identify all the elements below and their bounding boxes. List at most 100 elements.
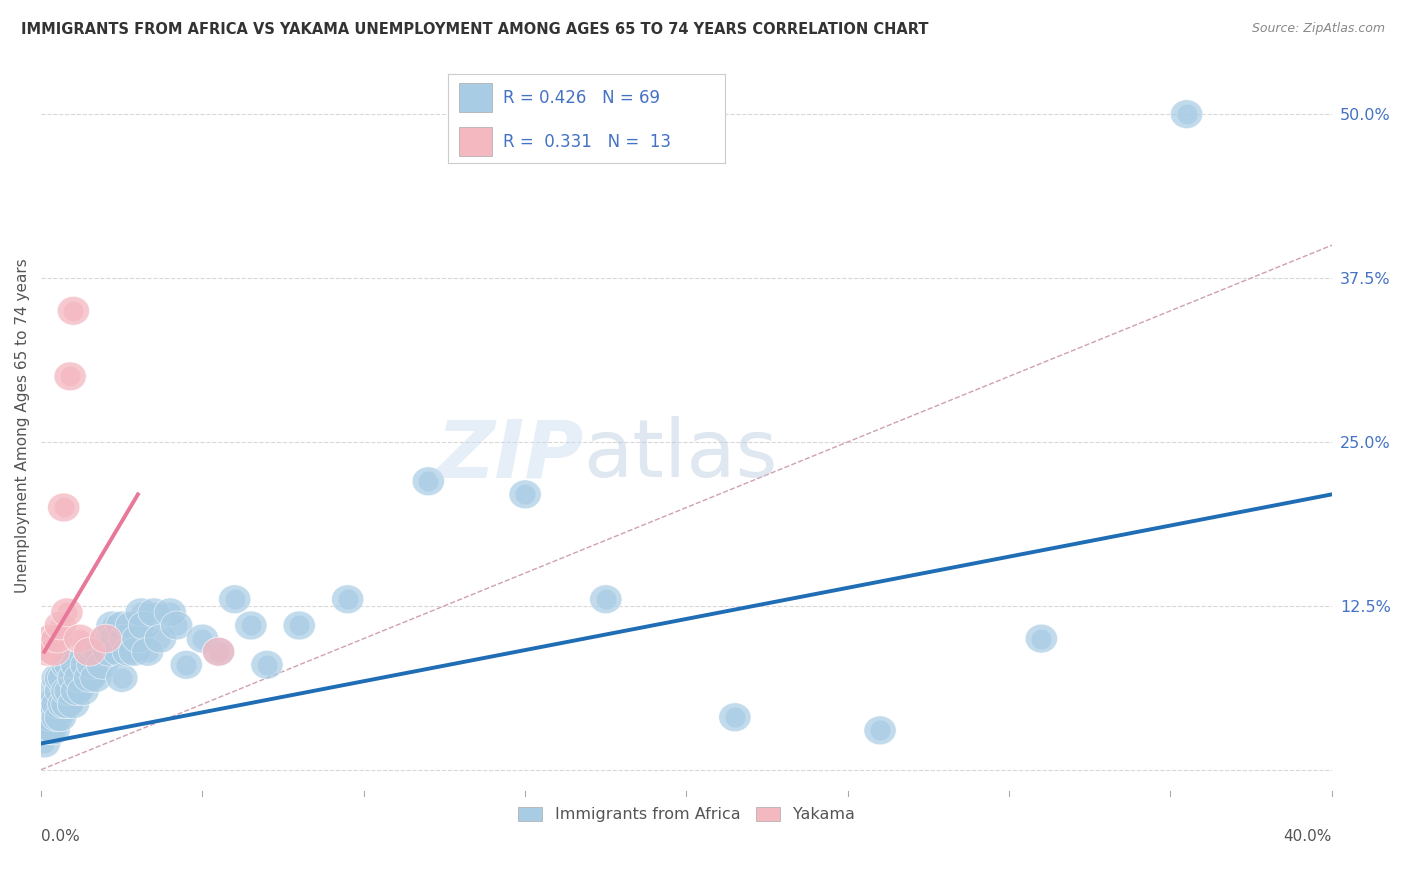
Ellipse shape <box>90 624 122 653</box>
Point <box>72 684 94 698</box>
Point <box>49 671 72 685</box>
Point <box>418 475 440 489</box>
Ellipse shape <box>45 703 76 731</box>
Point <box>37 710 59 724</box>
Point <box>207 645 229 659</box>
Ellipse shape <box>31 703 63 731</box>
Ellipse shape <box>863 716 896 745</box>
Point <box>224 592 246 607</box>
Point <box>52 697 75 711</box>
Point <box>46 710 69 724</box>
Ellipse shape <box>155 598 187 627</box>
Point <box>114 632 136 646</box>
Point <box>97 645 120 659</box>
Ellipse shape <box>41 703 73 731</box>
Point <box>207 645 229 659</box>
Point <box>91 657 114 672</box>
Ellipse shape <box>58 664 90 692</box>
Ellipse shape <box>187 624 218 653</box>
Point <box>59 684 82 698</box>
Text: 0.0%: 0.0% <box>41 829 80 844</box>
Ellipse shape <box>128 611 160 640</box>
Ellipse shape <box>145 624 177 653</box>
Point <box>1031 632 1053 646</box>
Point <box>1175 107 1198 121</box>
Point <box>62 697 84 711</box>
Ellipse shape <box>35 716 67 745</box>
Ellipse shape <box>80 664 112 692</box>
Point <box>69 632 91 646</box>
Ellipse shape <box>718 703 751 731</box>
Point <box>111 671 134 685</box>
Point <box>94 632 117 646</box>
Ellipse shape <box>58 690 90 719</box>
Point <box>49 710 72 724</box>
Ellipse shape <box>83 637 115 666</box>
Point <box>65 684 87 698</box>
Point <box>143 606 166 620</box>
Ellipse shape <box>235 611 267 640</box>
Ellipse shape <box>170 650 202 679</box>
Ellipse shape <box>51 598 83 627</box>
Point <box>104 632 127 646</box>
Ellipse shape <box>41 624 73 653</box>
Ellipse shape <box>58 296 90 326</box>
Ellipse shape <box>45 677 76 706</box>
Point <box>336 592 359 607</box>
Point <box>136 645 159 659</box>
Ellipse shape <box>76 650 108 679</box>
Ellipse shape <box>90 624 122 653</box>
Point <box>39 710 62 724</box>
Point <box>49 684 72 698</box>
Ellipse shape <box>38 677 70 706</box>
Ellipse shape <box>332 585 364 614</box>
Ellipse shape <box>41 690 73 719</box>
Point <box>89 645 111 659</box>
Point <box>42 723 65 738</box>
Text: ZIP: ZIP <box>436 417 583 494</box>
Ellipse shape <box>53 677 86 706</box>
Ellipse shape <box>93 637 125 666</box>
Ellipse shape <box>51 690 83 719</box>
Point <box>75 657 97 672</box>
Ellipse shape <box>45 611 76 640</box>
Point <box>46 671 69 685</box>
Ellipse shape <box>115 611 148 640</box>
Point <box>127 632 149 646</box>
Point <box>39 723 62 738</box>
Point <box>84 671 107 685</box>
Ellipse shape <box>73 637 105 666</box>
Text: atlas: atlas <box>583 417 778 494</box>
Point <box>107 645 129 659</box>
Ellipse shape <box>45 664 76 692</box>
Text: Source: ZipAtlas.com: Source: ZipAtlas.com <box>1251 22 1385 36</box>
Ellipse shape <box>48 664 80 692</box>
Ellipse shape <box>41 664 73 692</box>
Point <box>52 500 75 515</box>
Point <box>52 671 75 685</box>
Ellipse shape <box>53 650 86 679</box>
Point <box>149 632 172 646</box>
Ellipse shape <box>160 611 193 640</box>
Ellipse shape <box>105 664 138 692</box>
Point <box>117 645 139 659</box>
Point <box>120 618 142 632</box>
Point <box>42 645 65 659</box>
Ellipse shape <box>63 664 96 692</box>
Point <box>59 657 82 672</box>
Ellipse shape <box>509 480 541 508</box>
Ellipse shape <box>63 624 96 653</box>
Point <box>56 657 79 672</box>
Ellipse shape <box>35 624 67 653</box>
Ellipse shape <box>250 650 283 679</box>
Point <box>56 697 79 711</box>
Ellipse shape <box>118 637 150 666</box>
Ellipse shape <box>108 624 141 653</box>
Ellipse shape <box>38 637 70 666</box>
Ellipse shape <box>38 716 70 745</box>
Point <box>62 303 84 318</box>
Point <box>82 657 104 672</box>
Point <box>869 723 891 738</box>
Point <box>46 697 69 711</box>
Ellipse shape <box>35 703 67 731</box>
